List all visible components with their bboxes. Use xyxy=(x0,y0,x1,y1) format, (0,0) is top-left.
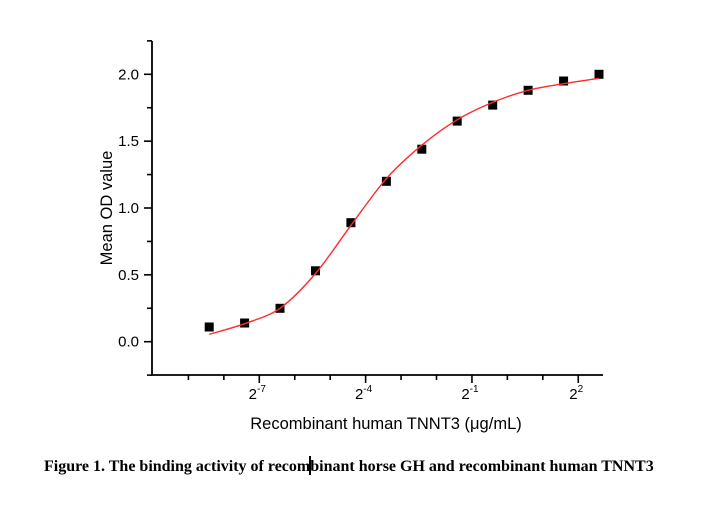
x-tick-label: 2-1 xyxy=(461,384,479,403)
y-tick-label: 1.0 xyxy=(118,200,139,217)
data-point-marker xyxy=(452,116,462,126)
y-axis-title: Mean OD value xyxy=(98,151,116,266)
binding-activity-chart: 0.0 0.5 1.0 1.5 2.0 2-7 2-4 2-1 22 Recombinant hu… xyxy=(98,40,604,433)
y-tick-label: 0.5 xyxy=(118,267,139,284)
data-point-marker xyxy=(346,218,356,228)
x-tick-label: 2-4 xyxy=(355,384,373,403)
data-point-marker xyxy=(594,69,604,79)
y-tick-label: 0.0 xyxy=(118,334,139,351)
y-tick-label: 1.5 xyxy=(118,133,139,150)
caption-text-after-cursor: binant horse GH and recombinant human TN… xyxy=(310,458,654,475)
text-cursor xyxy=(309,456,312,475)
figure-caption: Figure 1. The binding activity of recomb… xyxy=(44,455,714,479)
fit-curve xyxy=(209,77,600,335)
axes-lines xyxy=(151,41,603,376)
caption-text-before-cursor: Figure 1. The binding activity of recom xyxy=(44,458,311,475)
x-tick-label: 2-7 xyxy=(249,384,267,403)
x-tick-label: 22 xyxy=(569,384,583,403)
data-point-marker xyxy=(204,322,214,332)
data-point-marker xyxy=(417,144,427,154)
data-point-marker xyxy=(559,76,569,86)
data-point-marker xyxy=(311,266,320,276)
x-axis-title: Recombinant human TNNT3 (μg/mL) xyxy=(250,415,521,433)
y-tick-label: 2.0 xyxy=(118,66,139,83)
data-point-marker xyxy=(488,100,498,110)
data-point-marker xyxy=(381,176,391,186)
